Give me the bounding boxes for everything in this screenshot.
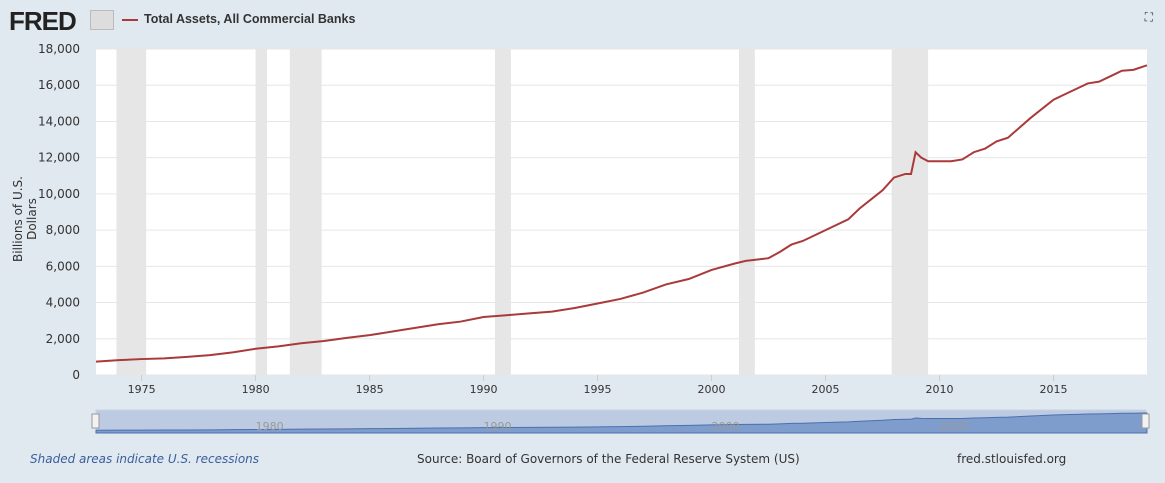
x-tick-label: 2005	[812, 383, 840, 396]
fred-logo[interactable]: FRED	[9, 6, 77, 36]
navigator-handle-right[interactable]	[1141, 413, 1150, 429]
plot-area	[96, 49, 1147, 375]
y-tick-label: 12,000	[38, 151, 80, 165]
x-tick-label: 1975	[128, 383, 156, 396]
recession-band	[738, 49, 755, 375]
y-tick-label: 10,000	[38, 187, 80, 201]
x-tick-label: 1985	[356, 383, 384, 396]
legend-item[interactable]: Total Assets, All Commercial Banks	[122, 12, 355, 26]
x-tick-label: 1980	[242, 383, 270, 396]
y-tick-label: 8,000	[46, 223, 80, 237]
navigator-handle-left[interactable]	[91, 413, 100, 429]
recession-band	[891, 49, 929, 375]
recession-band	[494, 49, 511, 375]
navigator-label: 2010	[940, 420, 968, 433]
y-tick-label: 0	[72, 368, 80, 382]
y-tick-label: 16,000	[38, 78, 80, 92]
navigator-label: 1990	[484, 420, 512, 433]
source: Source: Board of Governors of the Federa…	[417, 452, 800, 466]
series-title: Total Assets, All Commercial Banks	[144, 12, 356, 26]
navigator-label: 1980	[256, 420, 284, 433]
recession-band	[116, 49, 147, 375]
recession-band	[255, 49, 267, 375]
x-tick-label: 1995	[584, 383, 612, 396]
fullscreen-icon[interactable]: ⛶	[1144, 10, 1153, 24]
chart-logo-icon	[90, 10, 114, 30]
x-tick-label: 1990	[470, 383, 498, 396]
recession-note[interactable]: Shaded areas indicate U.S. recessions	[30, 452, 260, 466]
recession-band	[289, 49, 322, 375]
series-line	[95, 64, 1148, 363]
y-tick-label: 2,000	[46, 332, 80, 346]
y-tick-label: 18,000	[38, 42, 80, 56]
x-tick-label: 2015	[1040, 383, 1068, 396]
x-tick-label: 2010	[926, 383, 954, 396]
series-swatch	[122, 18, 138, 21]
x-tick-label: 2000	[698, 383, 726, 396]
y-tick-label: 14,000	[38, 114, 80, 128]
navigator-series	[95, 412, 1148, 434]
y-tick-label: 4,000	[46, 296, 80, 310]
site-link[interactable]: fred.stlouisfed.org	[957, 452, 1067, 466]
y-tick-label: 6,000	[46, 259, 80, 273]
navigator-label: 2000	[712, 420, 740, 433]
